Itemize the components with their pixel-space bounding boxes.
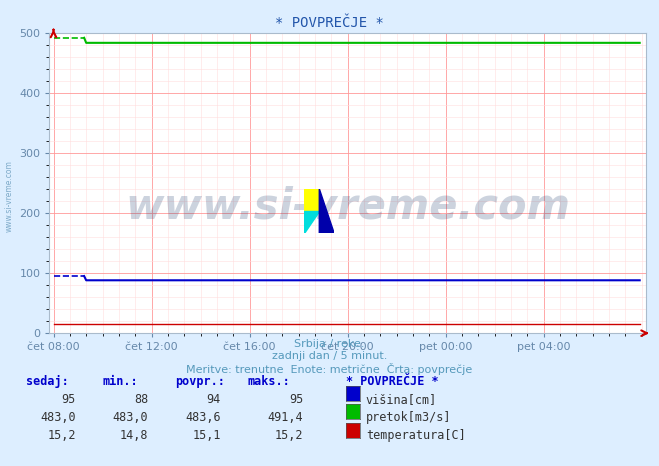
- Text: temperatura[C]: temperatura[C]: [366, 429, 465, 442]
- Text: zadnji dan / 5 minut.: zadnji dan / 5 minut.: [272, 351, 387, 361]
- Text: 491,4: 491,4: [268, 411, 303, 424]
- Polygon shape: [320, 189, 334, 233]
- Text: maks.:: maks.:: [247, 375, 290, 388]
- Text: www.si-vreme.com: www.si-vreme.com: [125, 186, 570, 228]
- Text: 15,1: 15,1: [192, 429, 221, 442]
- Text: Meritve: trenutne  Enote: metrične  Črta: povprečje: Meritve: trenutne Enote: metrične Črta: …: [186, 363, 473, 375]
- Text: Srbija / reke.: Srbija / reke.: [295, 339, 364, 349]
- Text: * POVPREČJE *: * POVPREČJE *: [346, 375, 439, 388]
- Text: www.si-vreme.com: www.si-vreme.com: [5, 160, 14, 232]
- Text: 95: 95: [61, 393, 76, 406]
- Text: 483,0: 483,0: [40, 411, 76, 424]
- Polygon shape: [304, 189, 320, 211]
- Text: 15,2: 15,2: [47, 429, 76, 442]
- Text: višina[cm]: višina[cm]: [366, 393, 437, 406]
- Text: 95: 95: [289, 393, 303, 406]
- Text: 483,0: 483,0: [113, 411, 148, 424]
- Text: 483,6: 483,6: [185, 411, 221, 424]
- Text: 15,2: 15,2: [275, 429, 303, 442]
- Text: pretok[m3/s]: pretok[m3/s]: [366, 411, 451, 424]
- Text: min.:: min.:: [102, 375, 138, 388]
- Text: 88: 88: [134, 393, 148, 406]
- Polygon shape: [304, 211, 320, 233]
- Text: povpr.:: povpr.:: [175, 375, 225, 388]
- Text: 14,8: 14,8: [120, 429, 148, 442]
- Text: * POVPREČJE *: * POVPREČJE *: [275, 16, 384, 30]
- Text: sedaj:: sedaj:: [26, 375, 69, 388]
- Text: 94: 94: [206, 393, 221, 406]
